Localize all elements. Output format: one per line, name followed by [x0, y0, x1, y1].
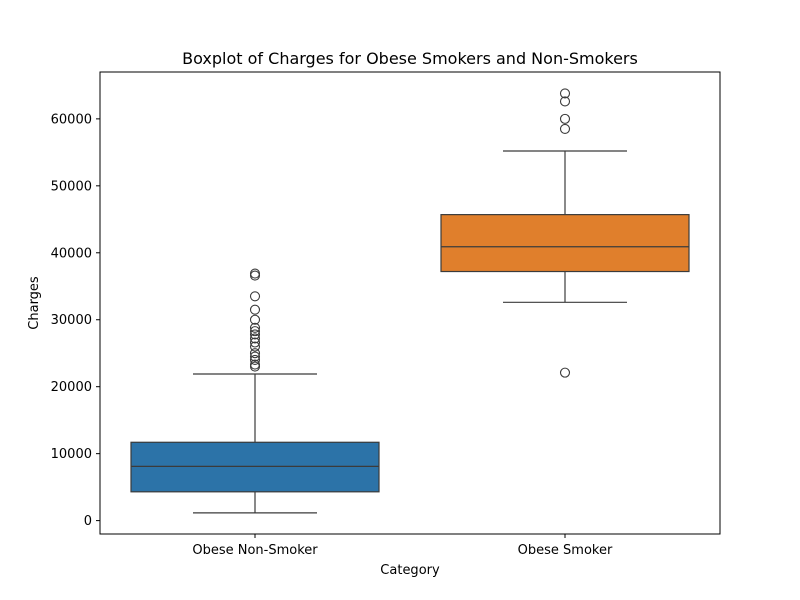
outlier-point	[559, 88, 571, 99]
outlier-point	[249, 351, 261, 362]
box-0	[130, 268, 380, 514]
y-tick-label: 40000	[51, 246, 92, 261]
outlier-point	[249, 268, 261, 279]
outlier-point	[559, 113, 571, 124]
y-tick-label: 50000	[51, 179, 92, 194]
y-tick-label: 0	[84, 514, 92, 529]
outlier-point	[249, 322, 261, 333]
y-axis: 0 10000 20000 30000 40000 50000 60000	[51, 112, 100, 529]
outlier-point	[559, 367, 571, 378]
outlier-point	[559, 96, 571, 107]
y-tick-label: 60000	[51, 112, 92, 127]
outlier-point	[249, 348, 261, 359]
outlier-point	[249, 329, 261, 340]
outlier-point	[249, 326, 261, 337]
outlier-point	[249, 270, 261, 281]
y-axis-label: Charges	[27, 276, 42, 330]
x-tick-label: Obese Smoker	[518, 543, 613, 558]
plot-area-frame	[99, 71, 721, 535]
iqr-box	[440, 214, 690, 273]
outlier-point	[249, 291, 261, 302]
y-tick-label: 30000	[51, 313, 92, 328]
chart-title: Boxplot of Charges for Obese Smokers and…	[182, 49, 638, 68]
outlier-point	[249, 304, 261, 315]
x-tick-label: Obese Non-Smoker	[192, 543, 318, 558]
outlier-point	[559, 123, 571, 134]
y-tick-label: 20000	[51, 380, 92, 395]
outlier-point	[249, 341, 261, 352]
boxes-group	[130, 88, 690, 514]
x-axis-label: Category	[380, 563, 440, 578]
outlier-point	[249, 359, 261, 370]
outlier-point	[249, 354, 261, 365]
outlier-point	[249, 337, 261, 348]
outlier-point	[249, 314, 261, 325]
outlier-point	[249, 333, 261, 344]
y-tick-label: 10000	[51, 447, 92, 462]
iqr-box	[130, 441, 380, 493]
box-1	[440, 88, 690, 378]
x-axis: Obese Non-Smoker Obese Smoker	[192, 534, 613, 558]
